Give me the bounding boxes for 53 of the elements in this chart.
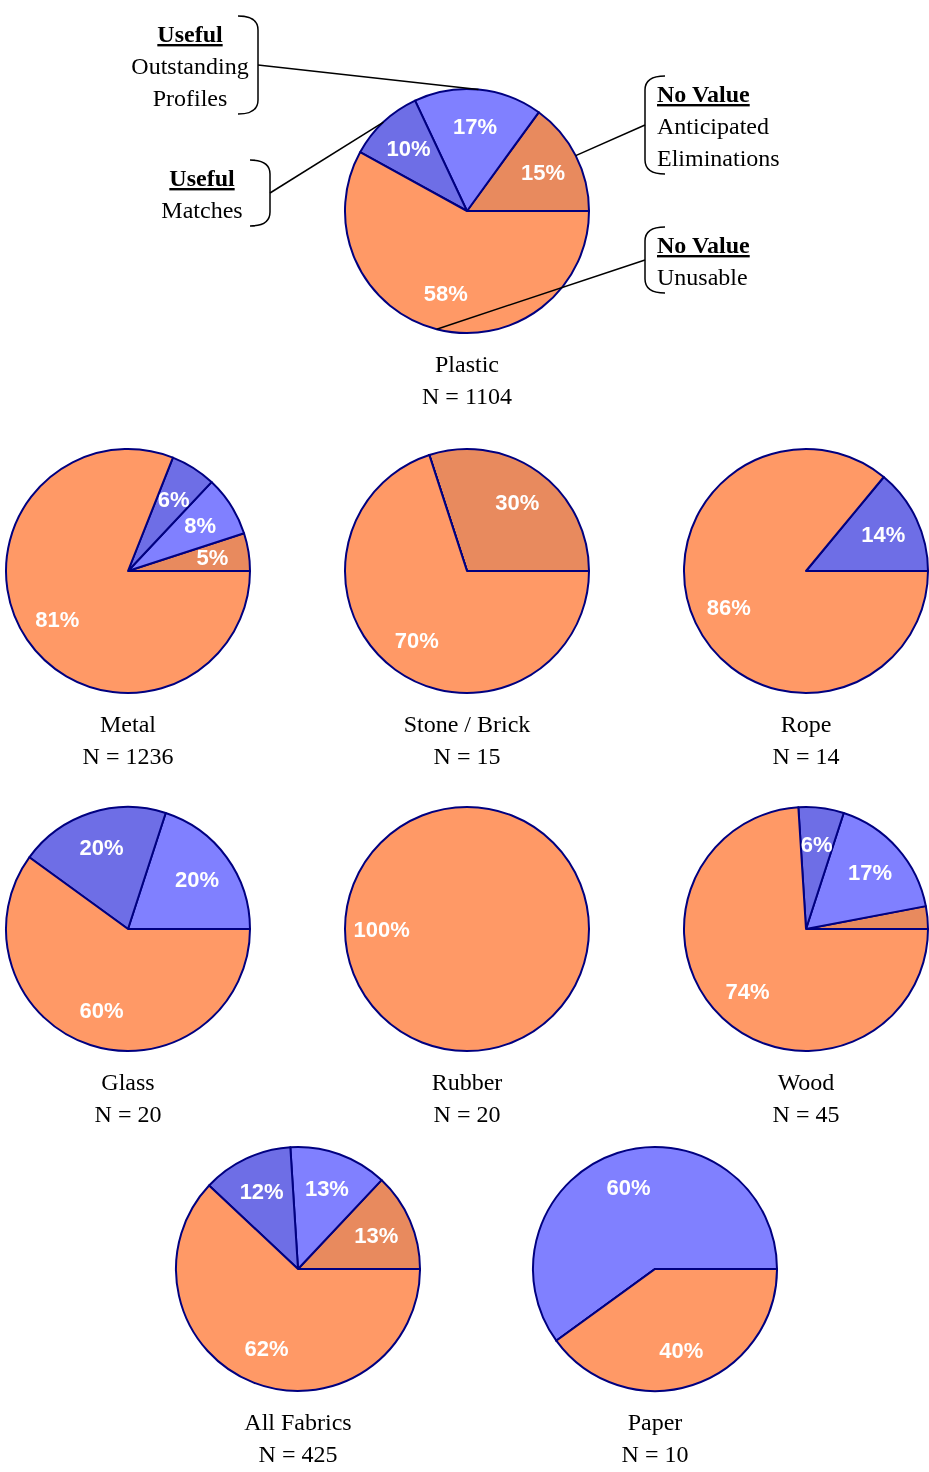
data-label: 17% <box>848 860 893 886</box>
text: Metal <box>100 711 157 737</box>
text: N = 20 <box>94 1101 162 1127</box>
data-label: 20% <box>79 835 124 861</box>
data-label: 5% <box>196 545 229 571</box>
data-label: 6% <box>157 486 190 512</box>
text: Useful <box>157 21 223 47</box>
text: Useful <box>169 165 235 191</box>
text: Glass <box>101 1069 155 1095</box>
data-label: 60% <box>79 997 124 1023</box>
data-label: 20% <box>175 866 220 892</box>
data-label: 60% <box>606 1175 651 1201</box>
text: No Value <box>657 81 751 107</box>
data-label: 30% <box>495 489 540 515</box>
data-label: 100% <box>353 916 410 942</box>
text: N = 10 <box>621 1441 689 1467</box>
pie-slice <box>683 806 929 1052</box>
data-label: 81% <box>35 606 80 632</box>
slice-label: Anticipated Eliminations <box>657 113 780 171</box>
data-label: 12% <box>239 1179 284 1205</box>
data-label: 17% <box>453 113 498 139</box>
pie-slice <box>683 448 929 694</box>
text: Plastic <box>435 351 499 377</box>
text: Rubber <box>431 1069 503 1095</box>
text: N = 20 <box>433 1101 501 1127</box>
text: N = 425 <box>258 1441 338 1467</box>
data-label: 14% <box>861 522 906 548</box>
data-label: 58% <box>423 281 468 307</box>
data-label: 40% <box>659 1337 704 1363</box>
text: N = 15 <box>433 743 501 769</box>
data-label: 13% <box>354 1222 399 1248</box>
text: Stone / Brick <box>403 711 531 737</box>
data-label: 15% <box>521 159 566 185</box>
slice-label: Matches <box>161 197 243 223</box>
data-label: 70% <box>394 627 439 653</box>
text: N = 1236 <box>82 743 174 769</box>
slice-label: Unusable <box>657 264 748 290</box>
text: All Fabrics <box>244 1409 352 1435</box>
data-label: 13% <box>304 1176 349 1202</box>
text: N = 14 <box>772 743 840 769</box>
data-label: 86% <box>706 595 751 621</box>
text: Rope <box>780 711 832 737</box>
text: Paper <box>627 1409 683 1435</box>
data-label: 10% <box>386 136 431 162</box>
data-label: 8% <box>184 512 216 538</box>
text: Wood <box>777 1069 835 1095</box>
text: N = 45 <box>772 1101 840 1127</box>
text: No Value <box>657 232 751 258</box>
data-label: 74% <box>725 978 770 1004</box>
pie-slice <box>5 448 251 694</box>
data-label: 62% <box>244 1336 289 1362</box>
slice-label: Outstanding Profiles <box>131 53 249 111</box>
text: N = 1104 <box>422 383 512 409</box>
